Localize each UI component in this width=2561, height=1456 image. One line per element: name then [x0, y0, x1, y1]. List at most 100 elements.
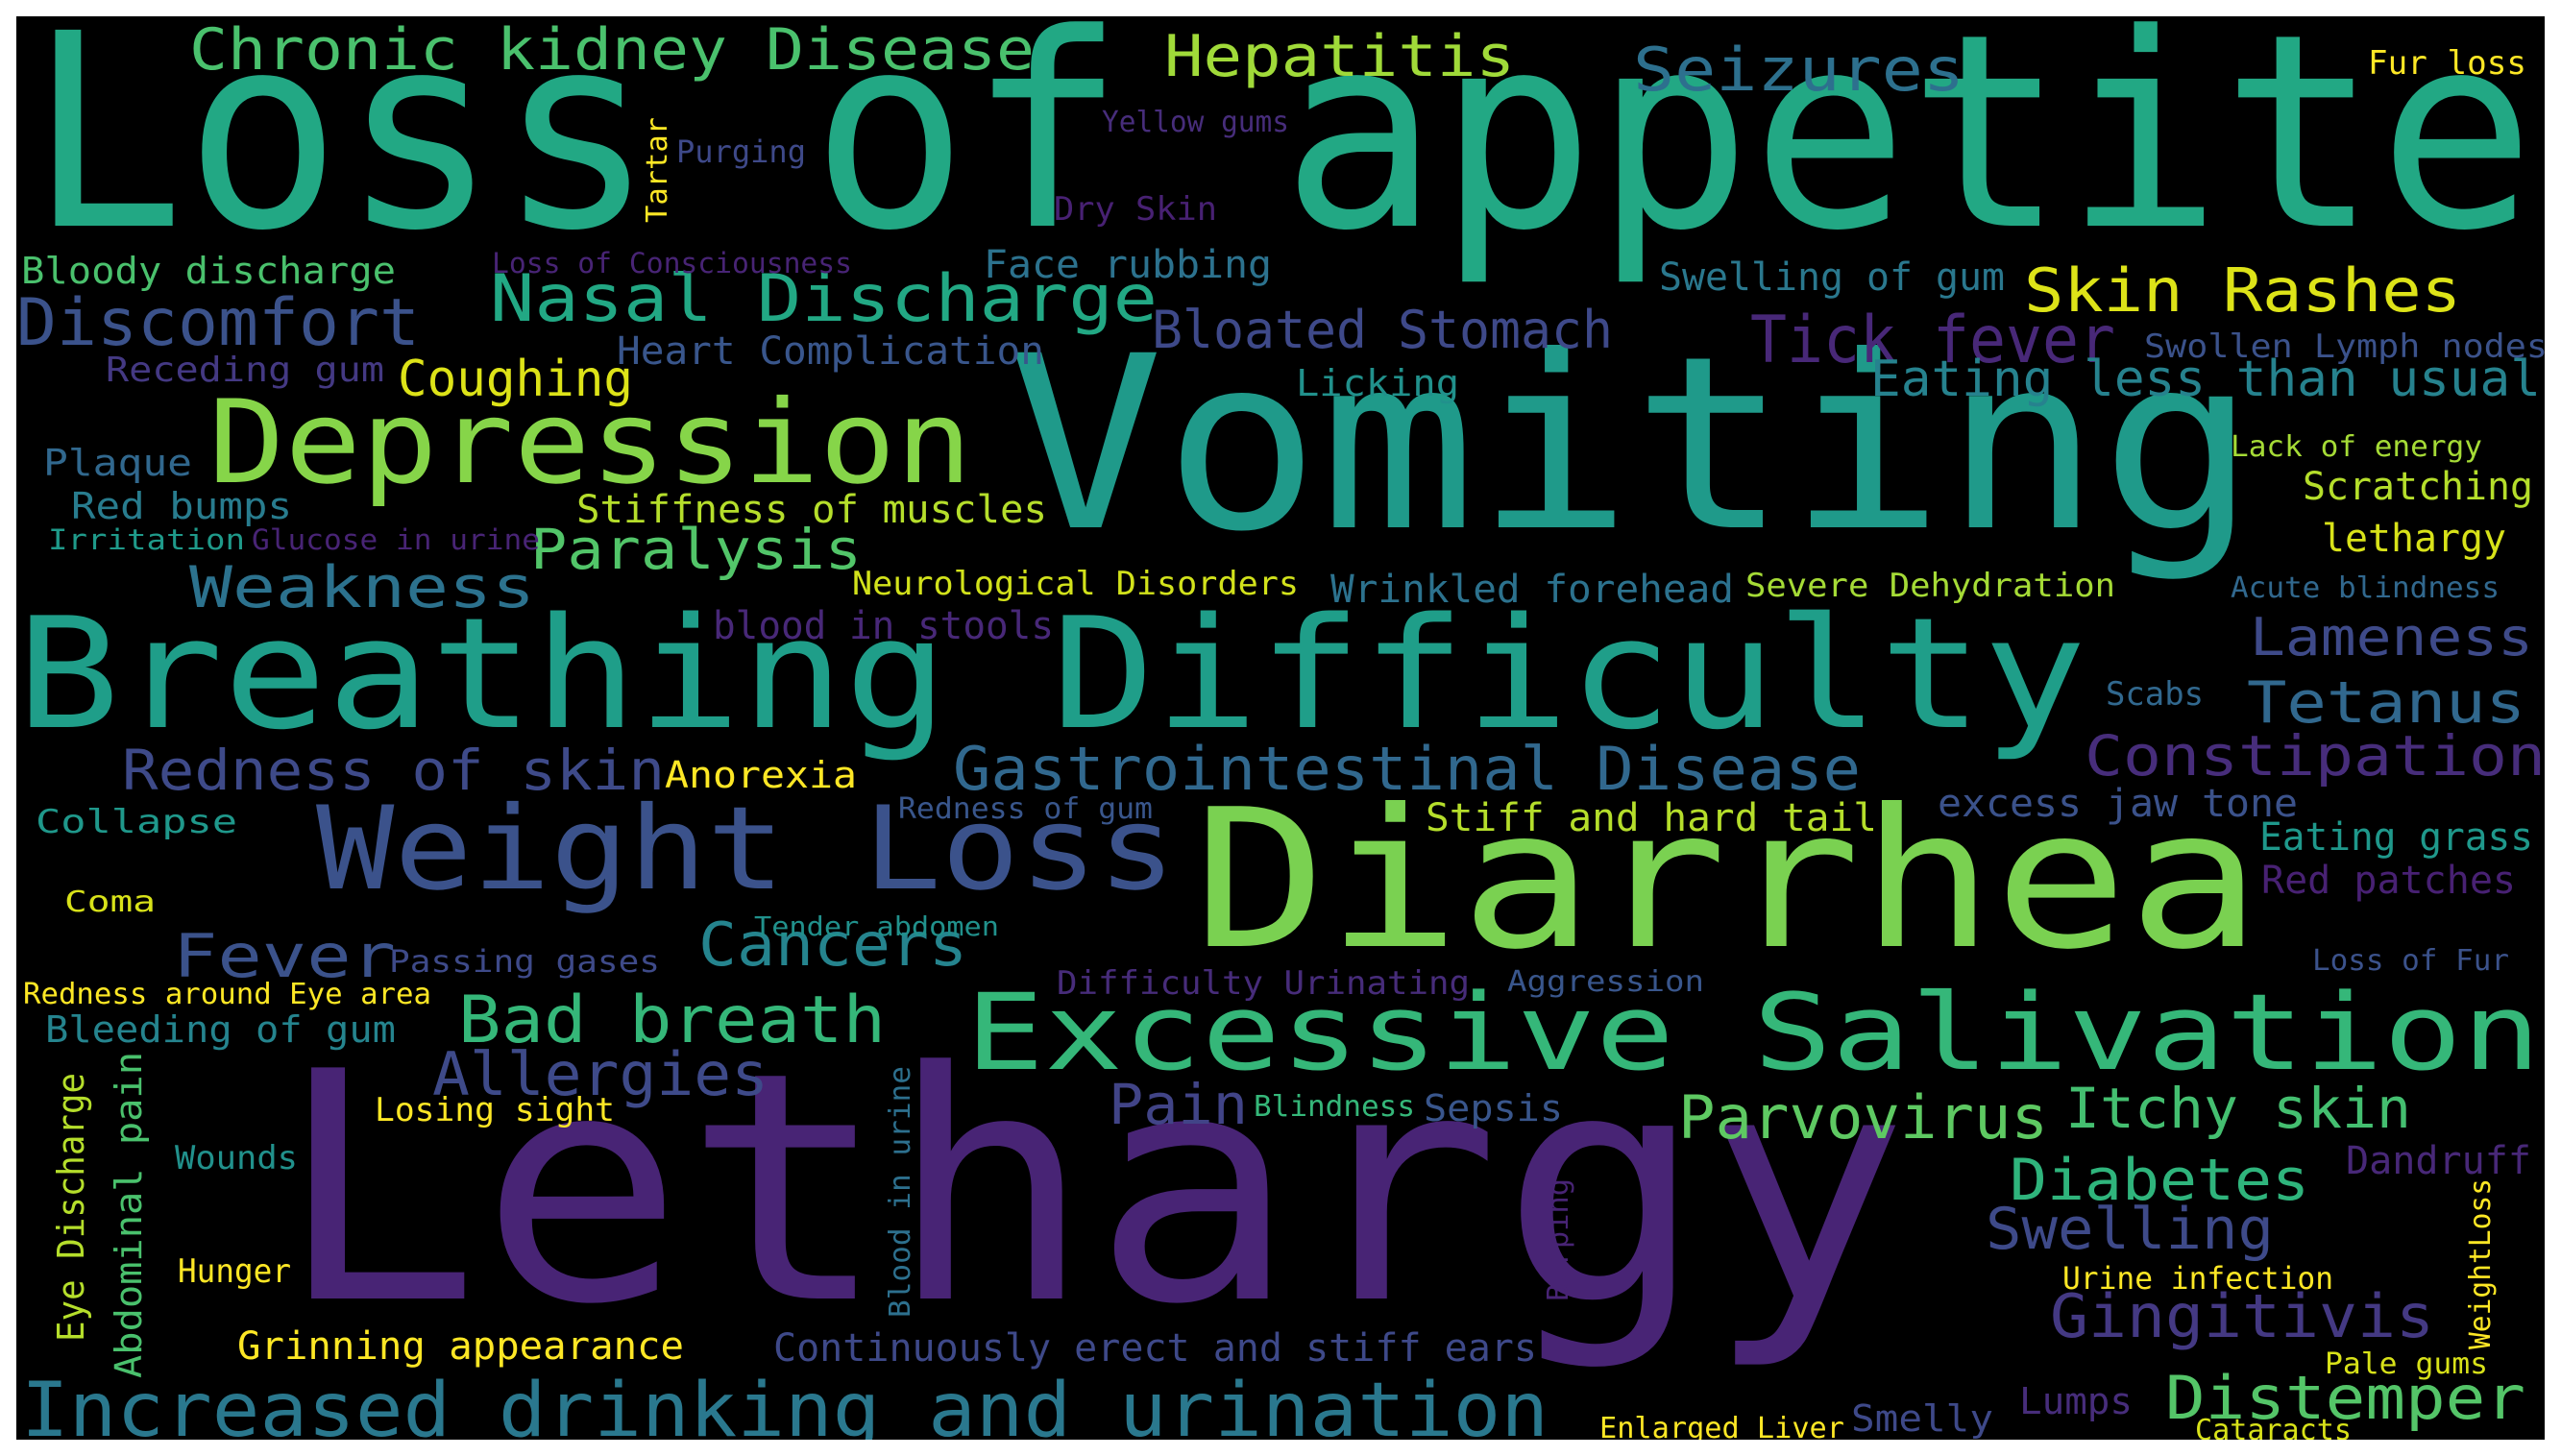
word-swelling-of-gum: Swelling of gum [1659, 255, 2005, 300]
word-breathing-difficulty: Breathing Difficulty [16, 584, 2086, 764]
word-increased-drinking-and-urination: Increased drinking and urination [21, 1368, 1549, 1440]
word-acute-blindness: Acute blindness [2231, 571, 2500, 605]
word-face-rubbing: Face rubbing [984, 243, 1272, 287]
word-anorexia: Anorexia [665, 754, 857, 796]
word-excessive-salivation: Excessive Salivation [965, 971, 2541, 1094]
word-cataracts: Cataracts [2195, 1414, 2352, 1440]
word-yellow-gums: Yellow gums [1102, 106, 1289, 139]
word-dry-skin: Dry Skin [1054, 190, 1217, 229]
word-enlarged-liver: Enlarged Liver [1599, 1412, 1844, 1440]
word-hepatitis: Hepatitis [1164, 23, 1515, 90]
word-weight-loss: Weight Loss [316, 783, 1176, 916]
word-loss-of-appetite: Loss of appetite [28, 16, 2535, 290]
word-weakness: Weakness [189, 554, 535, 621]
word-swollen-lymph-nodes: Swollen Lymph nodes [2144, 328, 2545, 366]
word-scratching: Scratching [2303, 465, 2533, 509]
word-constipation: Constipation [2085, 723, 2545, 789]
word-excess-jaw-tone: excess jaw tone [1938, 782, 2298, 826]
word-bloody-discharge: Bloody discharge [21, 250, 396, 292]
word-swelling: Swelling [1986, 1196, 2274, 1263]
word-difficulty-urinating: Difficulty Urinating [1057, 964, 1470, 1003]
word-seizures: Seizures [1633, 35, 1964, 105]
word-heart-complication: Heart Complication [617, 329, 1044, 374]
word-skin-rashes: Skin Rashes [2024, 255, 2461, 326]
word-burping: Burping [1542, 1178, 1575, 1301]
word-wounds: Wounds [175, 1139, 298, 1177]
word-nasal-discharge: Nasal Discharge [490, 261, 1158, 337]
word-discomfort: Discomfort [16, 285, 420, 361]
word-losing-sight: Losing sight [375, 1091, 615, 1129]
word-redness-of-skin: Redness of skin [122, 738, 665, 803]
word-diarrhea: Diarrhea [1193, 768, 2261, 992]
word-distemper: Distemper [2165, 1363, 2525, 1433]
word-cloud-canvas: Loss of appetite Vomiting Lethargy Diarr… [16, 16, 2545, 1440]
word-parvovirus: Parvovirus [1678, 1082, 2048, 1153]
word-diabetes: Diabetes [2010, 1147, 2309, 1214]
word-loss-of-consciousness: Loss of Consciousness [492, 247, 852, 279]
word-lethargy: Lethargy [276, 1005, 1909, 1373]
word-aggression: Aggression [1507, 965, 1704, 999]
word-itchy-skin: Itchy skin [2065, 1076, 2411, 1141]
word-lethargy-small: lethargy [2322, 517, 2506, 561]
word-sepsis: Sepsis [1424, 1087, 1563, 1129]
word-tender-abdomen: Tender abdomen [754, 910, 999, 942]
word-blood-in-urine: Blood in urine [884, 1066, 917, 1318]
word-pain: Pain [1109, 1072, 1248, 1137]
word-bloated-stomach: Bloated Stomach [1152, 300, 1613, 360]
word-blindness: Blindness [1254, 1090, 1415, 1124]
word-pale-gums: Pale gums [2325, 1347, 2488, 1381]
word-abdominal-pain: Abdominal pain [108, 1052, 150, 1378]
word-gingitivis: Gingitivis [2050, 1281, 2434, 1351]
word-wrinkled-forehead: Wrinkled forehead [1330, 568, 1734, 612]
word-lumps: Lumps [2019, 1380, 2133, 1422]
word-lameness: Lameness [2250, 607, 2533, 667]
word-hunger: Hunger [178, 1252, 291, 1291]
word-eating-grass: Eating grass [2259, 815, 2533, 860]
word-continuously-erect-and-stiff-ears: Continuously erect and stiff ears [773, 1326, 1537, 1371]
word-passing-gases: Passing gases [389, 943, 660, 980]
word-plaque: Plaque [43, 442, 192, 484]
word-urine-infection: Urine infection [2062, 1260, 2333, 1297]
word-receding-gum: Receding gum [106, 351, 384, 390]
word-glucose-in-urine: Glucose in urine [252, 523, 540, 556]
word-smelly: Smelly [1851, 1397, 1993, 1440]
word-severe-dehydration: Severe Dehydration [1745, 567, 2115, 605]
word-tartar: Tartar [641, 117, 674, 223]
word-coma: Coma [64, 886, 156, 919]
word-scabs: Scabs [2106, 675, 2204, 714]
word-grinning-appearance: Grinning appearance [237, 1324, 684, 1369]
word-red-bumps: Red bumps [71, 485, 292, 527]
word-irritation: Irritation [48, 523, 245, 556]
word-cancers: Cancers [698, 910, 967, 980]
word-tetanus: Tetanus [2247, 669, 2525, 737]
word-lack-of-energy: Lack of energy [2231, 430, 2482, 464]
word-loss-of-fur: Loss of Fur [2312, 944, 2509, 978]
word-paralysis: Paralysis [530, 517, 862, 582]
word-redness-around-eye-area: Redness around Eye area [23, 978, 431, 1011]
word-red-patches: Red patches [2261, 859, 2516, 903]
word-fever: Fever [173, 921, 396, 991]
word-purging: Purging [676, 133, 806, 170]
word-vomiting: Vomiting [1008, 304, 2256, 584]
word-allergies: Allergies [432, 1039, 768, 1109]
word-bad-breath: Bad breath [458, 983, 886, 1058]
word-fur-loss: Fur loss [2368, 44, 2526, 83]
word-chronic-kidney-disease: Chronic kidney Disease [189, 16, 1035, 84]
word-gastrointestinal-disease: Gastrointestinal Disease [953, 734, 1861, 804]
word-eating-less-than-usual: Eating less than usual [1870, 351, 2541, 408]
word-cloud: Loss of appetite Vomiting Lethargy Diarr… [16, 16, 2545, 1440]
word-tick-fever: Tick fever [1750, 303, 2115, 378]
word-dandruff: Dandruff [2346, 1139, 2531, 1183]
word-licking: Licking [1296, 362, 1459, 404]
word-coughing: Coughing [398, 351, 633, 408]
word-eye-discharge: Eye Discharge [50, 1073, 92, 1342]
word-neurological-disorders: Neurological Disorders [852, 565, 1299, 603]
word-depression: Depression [208, 376, 972, 510]
word-weightloss: WeightLoss [2464, 1178, 2498, 1349]
word-bleeding-of-gum: Bleeding of gum [45, 1008, 396, 1051]
word-stiffness-of-muscles: Stiffness of muscles [576, 488, 1047, 532]
word-collapse: Collapse [36, 803, 237, 841]
word-stiff-and-hard-tail: Stiff and hard tail [1426, 796, 1877, 840]
word-blood-in-stools: blood in stools [713, 604, 1054, 648]
word-redness-of-gum: Redness of gum [898, 792, 1153, 826]
